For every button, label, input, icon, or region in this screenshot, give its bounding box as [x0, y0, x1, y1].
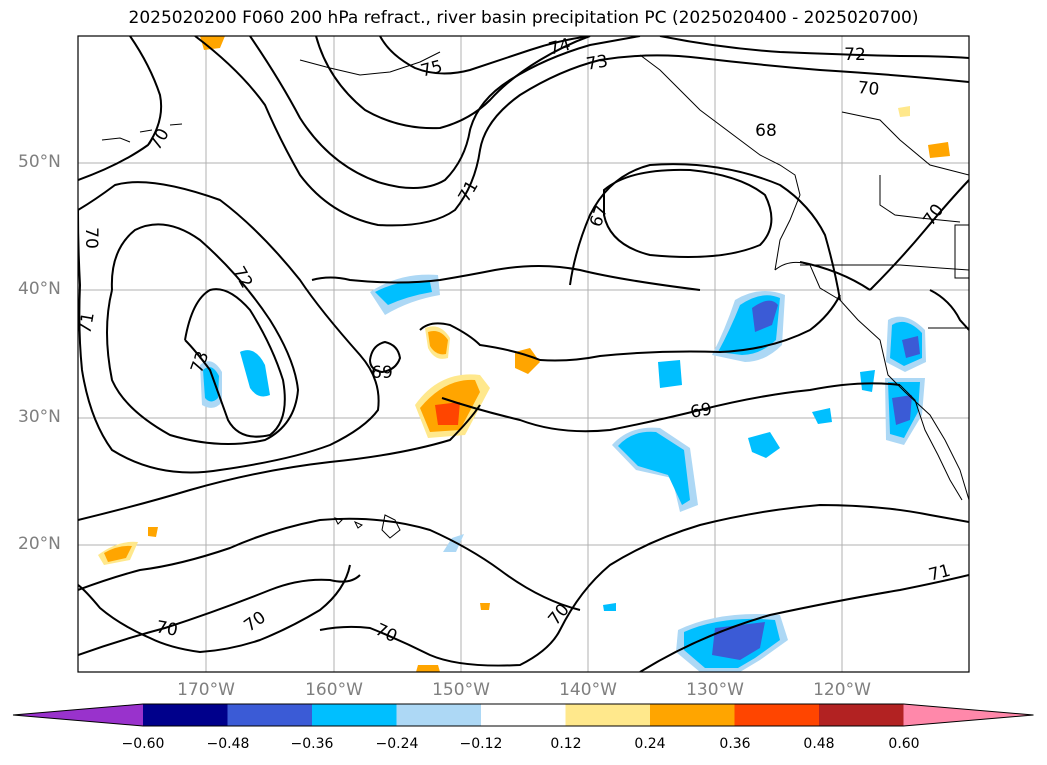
- map-title: 2025020200 F060 200 hPa refract., river …: [128, 8, 919, 28]
- colorbar-tick-label: −0.60: [121, 736, 165, 752]
- lon-label: 160°W: [305, 680, 363, 700]
- colorbar-tick-label: 0.12: [550, 736, 582, 752]
- contour-label: 70: [146, 125, 174, 154]
- lon-label: 140°W: [559, 680, 617, 700]
- contour-label: 70: [241, 608, 270, 637]
- colorbar-tick-label: −0.12: [459, 736, 503, 752]
- contour-label: 70: [920, 201, 949, 230]
- colorbar-extend-low: [13, 704, 143, 726]
- lat-label: 30°N: [18, 407, 61, 427]
- contour-label: 72: [844, 45, 866, 65]
- contour-label: 72: [228, 263, 256, 292]
- contour-label: 69: [371, 363, 393, 383]
- lon-label: 170°W: [177, 680, 235, 700]
- precip-anomaly-fill: [98, 36, 950, 672]
- colorbar-tick-label: 0.48: [803, 736, 835, 752]
- contour-label: 70: [154, 617, 179, 640]
- colorbar: [12, 703, 1034, 727]
- refractivity-contours: [78, 36, 969, 672]
- colorbar-segment: [143, 704, 228, 726]
- contour-label: 68: [755, 121, 777, 141]
- colorbar-tick-label: 0.60: [888, 736, 920, 752]
- colorbar-tick-label: 0.36: [719, 736, 751, 752]
- contour-label: 71: [455, 177, 483, 206]
- colorbar-tick-label: −0.24: [375, 736, 419, 752]
- contour-label: 70: [372, 620, 400, 647]
- lon-label: 120°W: [813, 680, 871, 700]
- contour-label: 73: [585, 51, 610, 74]
- contour-label: 75: [419, 57, 445, 82]
- lat-label: 20°N: [18, 534, 61, 554]
- colorbar-tick-label: −0.36: [290, 736, 334, 752]
- colorbar-outline: [12, 703, 1034, 727]
- map-frame: [77, 35, 970, 673]
- contour-label: 70: [81, 227, 101, 249]
- contour-label: 71: [75, 311, 98, 336]
- colorbar-segment: [819, 704, 904, 726]
- contour-label: 71: [927, 561, 953, 586]
- colorbar-segment: [396, 704, 482, 726]
- colorbar-tick-label: −0.48: [206, 736, 250, 752]
- colorbar-segment: [734, 704, 820, 726]
- colorbar-segment: [481, 704, 566, 726]
- lat-label: 40°N: [18, 279, 61, 299]
- colorbar-segment: [565, 704, 651, 726]
- colorbar-extend-high: [903, 704, 1034, 726]
- contour-label: 74: [547, 35, 573, 60]
- contour-label: 70: [857, 78, 880, 100]
- colorbar-segment: [650, 704, 735, 726]
- contour-label: 70: [545, 600, 574, 629]
- colorbar-tick-label: 0.24: [634, 736, 666, 752]
- lon-label: 150°W: [432, 680, 490, 700]
- lat-label: 50°N: [18, 152, 61, 172]
- lon-label: 130°W: [686, 680, 744, 700]
- colorbar-segment: [312, 704, 397, 726]
- contour-label: 69: [689, 399, 714, 422]
- colorbar-segment: [227, 704, 313, 726]
